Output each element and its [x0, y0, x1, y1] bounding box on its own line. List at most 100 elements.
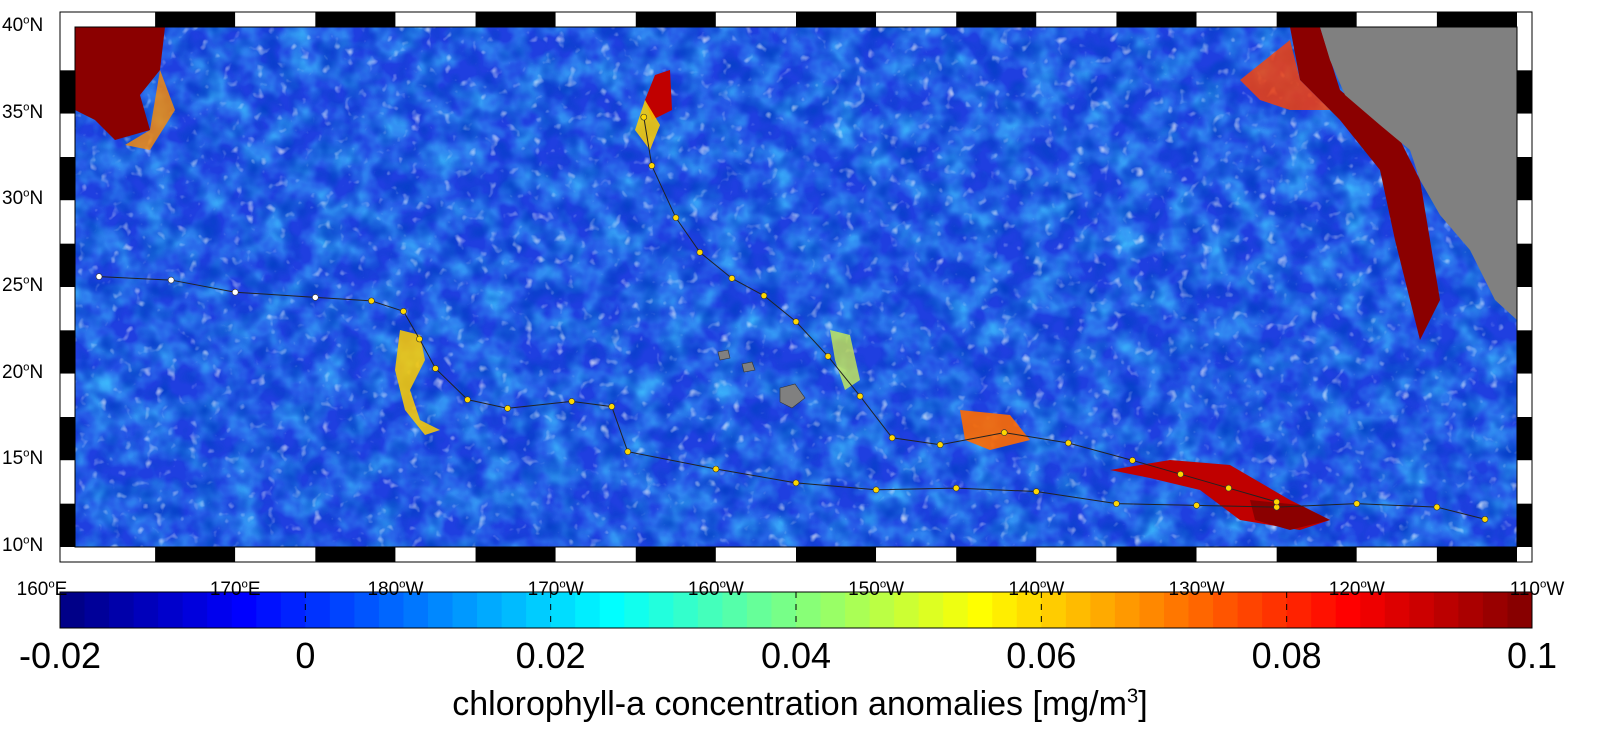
central-north-bloom [645, 70, 672, 120]
colorbar-bin [452, 592, 478, 628]
track-point [712, 465, 720, 473]
colorbar-bin [280, 592, 306, 628]
frame-tick [1356, 12, 1437, 27]
track-point [640, 113, 648, 121]
frame-tick [876, 12, 957, 27]
colorbar-bin [403, 592, 429, 628]
frame-tick [796, 12, 877, 27]
track-point [167, 276, 175, 284]
colorbar-bin [918, 592, 944, 628]
colorbar-bin [1384, 592, 1410, 628]
frame-tick [60, 330, 75, 374]
track-line [99, 276, 1486, 520]
longitude-label: 140oW [1008, 578, 1065, 600]
track-point [416, 335, 423, 343]
colorbar-bin [648, 592, 674, 628]
frame-tick [1036, 12, 1117, 27]
colorbar-bin [182, 592, 208, 628]
latitude-label: 35oN [2, 101, 44, 123]
colorbar-bin [1090, 592, 1116, 628]
frame-tick [1517, 157, 1532, 201]
frame-tick [715, 12, 796, 27]
frame-tick [1517, 460, 1532, 504]
northwest-bloom [75, 27, 165, 140]
colorbar-tick-label: 0.08 [1251, 635, 1322, 676]
storm-tracks [95, 113, 1489, 523]
colorbar-bin [305, 592, 331, 628]
frame-tick [555, 12, 636, 27]
colorbar-bin [329, 592, 355, 628]
colorbar-bin [796, 592, 822, 628]
frame-tick [715, 547, 796, 562]
track-point [504, 405, 511, 412]
frame-tick [75, 547, 156, 562]
colorbar-bin [1237, 592, 1263, 628]
hawaii-bloom [830, 330, 860, 390]
colorbar-bin [1458, 592, 1484, 628]
colorbar-bin [428, 592, 454, 628]
colorbar-tick-label: 0 [295, 635, 316, 676]
colorbar-bin [894, 592, 920, 628]
frame-tick [155, 12, 236, 27]
colorbar-bin [256, 592, 282, 628]
longitude-label: 170oW [527, 578, 584, 600]
track-point [231, 288, 239, 296]
track-point [1033, 488, 1040, 495]
frame-tick [1116, 547, 1197, 562]
colorbar-bin [1041, 592, 1067, 628]
colorbar-bin [943, 592, 969, 628]
land-masses [717, 27, 1517, 409]
colorbar-bin [697, 592, 723, 628]
frame-tick [60, 27, 75, 71]
frame-tick [555, 547, 636, 562]
frame-tick [956, 547, 1037, 562]
track-point [696, 249, 704, 256]
map-inner-border [74, 26, 1518, 548]
track-point [95, 273, 103, 280]
frame-tick [475, 547, 556, 562]
colorbar-bin [624, 592, 650, 628]
south-central-bloom [960, 410, 1030, 450]
colorbar-bin [133, 592, 159, 628]
longitude-label: 180oW [367, 578, 424, 600]
colorbar-tick-label: 0.04 [760, 635, 832, 676]
colorbar-tick-label: 0.1 [1506, 635, 1558, 676]
frame-tick [60, 417, 75, 461]
colorbar-bin [354, 592, 380, 628]
colorbar-bin [1482, 592, 1508, 628]
colorbar-bin [1433, 592, 1459, 628]
colorbar-bin [1262, 592, 1288, 628]
track-point [400, 307, 407, 315]
track-point [856, 392, 864, 400]
frame-tick [315, 547, 396, 562]
frame-tick [1517, 27, 1532, 71]
frame-tick [60, 287, 75, 331]
colorbar-bin [771, 592, 797, 628]
track-point [888, 434, 896, 442]
longitude-label: 130oW [1168, 578, 1225, 600]
frame-tick [155, 547, 236, 562]
track-point [1113, 500, 1120, 507]
frame-tick [1517, 330, 1532, 374]
colorbar-bin [1114, 592, 1140, 628]
frame-checker-border [60, 12, 1532, 562]
frame-tick [1517, 243, 1532, 287]
data-field [75, 27, 1517, 547]
colorbar-bin [1188, 592, 1214, 628]
colorbar-bin [992, 592, 1018, 628]
frame-tick [1036, 547, 1117, 562]
frame-tick [395, 12, 476, 27]
colorbar-bin [1409, 592, 1435, 628]
track-point [1129, 457, 1136, 464]
northwest-bloom-edge [125, 70, 175, 150]
frame-tick [1116, 12, 1197, 27]
latitude-label: 10oN [2, 534, 44, 556]
track-point [464, 396, 471, 403]
frame-tick [796, 547, 877, 562]
hawaiian-islands [717, 349, 806, 409]
track-point [312, 294, 319, 301]
frame-tick [1436, 547, 1517, 562]
colorbar-bin [477, 592, 503, 628]
track-point [1353, 500, 1361, 507]
